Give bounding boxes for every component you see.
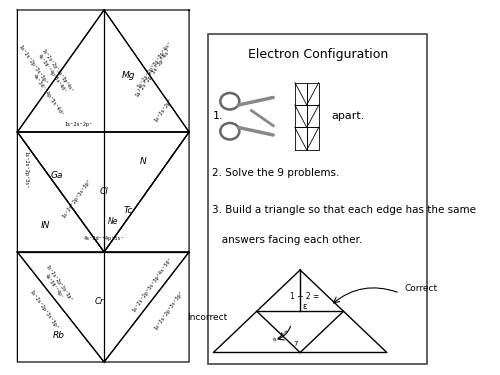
Text: N: N <box>140 158 146 166</box>
Text: IN: IN <box>40 220 50 230</box>
Text: 1s²2s²2p⁶3s²3p⁶
4s²3d¹⁰4p¹: 1s²2s²2p⁶3s²3p⁶ 4s²3d¹⁰4p¹ <box>40 264 73 306</box>
Text: 1s²2s²2p⁶3s²3p⁶4s²
4s²3d¹⁰4p⁶5s²4d⁵: 1s²2s²2p⁶3s²3p⁶4s² 4s²3d¹⁰4p⁶5s²4d⁵ <box>36 48 74 96</box>
Text: apart.: apart. <box>332 111 365 121</box>
Text: 1 + 2 =: 1 + 2 = <box>290 292 319 301</box>
Text: 1s²2s²2p⁶3s²3p⁶: 1s²2s²2p⁶3s²3p⁶ <box>18 44 48 86</box>
Text: 7: 7 <box>294 341 298 347</box>
Text: Tc: Tc <box>124 206 133 214</box>
Text: 2. Solve the 9 problems.: 2. Solve the 9 problems. <box>212 168 340 177</box>
Text: Cr: Cr <box>95 297 104 306</box>
Text: ε: ε <box>302 302 306 311</box>
Text: Correct: Correct <box>404 284 438 292</box>
Text: 1s²2s²2p⁶3s²3p⁶4s²: 1s²2s²2p⁶3s²3p⁶4s² <box>134 46 172 98</box>
Text: 4s²3d¹⁰4p⁶5s²4d⁵: 4s²3d¹⁰4p⁶5s²4d⁵ <box>32 73 64 117</box>
Text: 1.: 1. <box>212 111 223 121</box>
Text: 1s²2s²2p⁶3s²3p⁶4s²: 1s²2s²2p⁶3s²3p⁶4s² <box>136 40 172 90</box>
Text: 1s²2s²2p⁶3s²: 1s²2s²2p⁶3s² <box>24 151 28 189</box>
Text: answers facing each other.: answers facing each other. <box>212 235 362 245</box>
Text: θ – 5=: θ – 5= <box>272 329 289 343</box>
Text: 1s²2s²2p³: 1s²2s²2p³ <box>64 123 92 128</box>
Text: 3. Build a triangle so that each edge has the same: 3. Build a triangle so that each edge ha… <box>212 205 476 215</box>
Text: 1s²2s²2p⁶: 1s²2s²2p⁶ <box>153 97 173 123</box>
Text: Rb: Rb <box>53 330 65 339</box>
Text: 4s²3d¹⁰4p⁶5s¹: 4s²3d¹⁰4p⁶5s¹ <box>84 236 124 240</box>
Text: Electron Configuration: Electron Configuration <box>248 48 388 61</box>
Bar <box>208 34 427 364</box>
Text: Ga: Ga <box>50 171 62 180</box>
Text: Mg: Mg <box>122 70 135 80</box>
Text: Cl: Cl <box>100 188 108 196</box>
Text: 1s²2s²2p⁶3s²3p⁵: 1s²2s²2p⁶3s²3p⁵ <box>61 177 92 219</box>
Text: 1s²2s²2p⁶3s²3p⁶: 1s²2s²2p⁶3s²3p⁶ <box>154 290 184 331</box>
Text: 1s²2s²2p⁶3s²3p⁶: 1s²2s²2p⁶3s²3p⁶ <box>28 290 59 331</box>
Text: Ne: Ne <box>108 217 118 226</box>
Text: Incorrect: Incorrect <box>188 314 228 322</box>
Text: 1s²2s²2p⁶3s²3p⁶4s²3d⁵: 1s²2s²2p⁶3s²3p⁶4s²3d⁵ <box>131 257 172 313</box>
